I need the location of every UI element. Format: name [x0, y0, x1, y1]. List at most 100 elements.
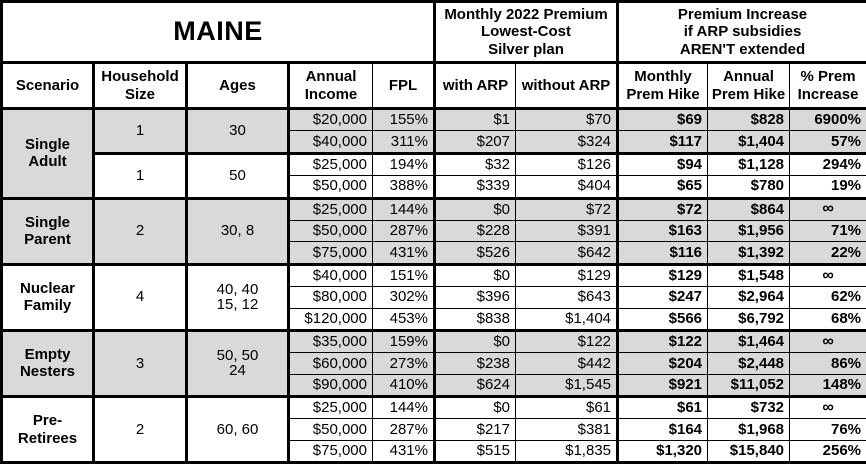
premium-section-header: Monthly 2022 Premium Lowest-Cost Silver …: [435, 2, 618, 63]
annual-hike-cell: $1,128: [708, 153, 790, 175]
without-arp-cell: $1,404: [516, 308, 618, 330]
col-header-household-size: Household Size: [94, 63, 187, 109]
with-arp-cell: $396: [435, 287, 516, 308]
annual-hike-cell: $1,392: [708, 242, 790, 264]
col-header-annual-income: Annual Income: [289, 63, 373, 109]
pct-increase-cell: 57%: [790, 131, 866, 153]
without-arp-cell: $324: [516, 131, 618, 153]
without-arp-cell: $442: [516, 353, 618, 374]
without-arp-cell: $381: [516, 419, 618, 440]
pct-increase-cell: ∞: [790, 198, 866, 220]
scenario-cell: Pre- Retirees: [2, 397, 94, 463]
fpl-cell: 311%: [373, 131, 435, 153]
household-size-cell: 1: [94, 109, 187, 154]
monthly-hike-cell: $122: [618, 330, 708, 352]
income-cell: $35,000: [289, 330, 373, 352]
monthly-hike-cell: $61: [618, 397, 708, 419]
monthly-hike-cell: $247: [618, 287, 708, 308]
fpl-cell: 273%: [373, 353, 435, 374]
pct-increase-cell: ∞: [790, 397, 866, 419]
monthly-hike-cell: $204: [618, 353, 708, 374]
fpl-cell: 287%: [373, 220, 435, 241]
monthly-hike-cell: $117: [618, 131, 708, 153]
scenario-cell: Single Adult: [2, 109, 94, 199]
household-size-cell: 4: [94, 264, 187, 330]
annual-hike-cell: $828: [708, 109, 790, 131]
pct-increase-cell: 256%: [790, 440, 866, 462]
without-arp-cell: $126: [516, 153, 618, 175]
col-header-monthly-prem-hike: Monthly Prem Hike: [618, 63, 708, 109]
monthly-hike-cell: $164: [618, 419, 708, 440]
col-header-fpl: FPL: [373, 63, 435, 109]
monthly-hike-cell: $72: [618, 198, 708, 220]
col-header-pct-prem-increase: % Prem Increase: [790, 63, 866, 109]
household-size-cell: 1: [94, 153, 187, 198]
income-cell: $50,000: [289, 220, 373, 241]
fpl-cell: 159%: [373, 330, 435, 352]
pct-increase-cell: 148%: [790, 374, 866, 396]
ages-cell: 40, 40 15, 12: [187, 264, 289, 330]
fpl-cell: 194%: [373, 153, 435, 175]
fpl-cell: 431%: [373, 242, 435, 264]
annual-hike-cell: $780: [708, 176, 790, 198]
without-arp-cell: $129: [516, 264, 618, 286]
with-arp-cell: $838: [435, 308, 516, 330]
fpl-cell: 388%: [373, 176, 435, 198]
pct-increase-cell: 22%: [790, 242, 866, 264]
fpl-cell: 431%: [373, 440, 435, 462]
ages-cell: 50: [187, 153, 289, 198]
pct-increase-cell: 62%: [790, 287, 866, 308]
scenario-cell: Single Parent: [2, 198, 94, 264]
fpl-cell: 144%: [373, 198, 435, 220]
without-arp-cell: $1,545: [516, 374, 618, 396]
with-arp-cell: $0: [435, 397, 516, 419]
income-cell: $120,000: [289, 308, 373, 330]
pct-increase-cell: ∞: [790, 330, 866, 352]
ages-cell: 30, 8: [187, 198, 289, 264]
income-cell: $75,000: [289, 242, 373, 264]
pct-increase-cell: 68%: [790, 308, 866, 330]
with-arp-cell: $217: [435, 419, 516, 440]
annual-hike-cell: $2,964: [708, 287, 790, 308]
increase-section-header: Premium Increase if ARP subsidies AREN'T…: [618, 2, 866, 63]
fpl-cell: 144%: [373, 397, 435, 419]
pct-increase-cell: 71%: [790, 220, 866, 241]
col-header-with-arp: with ARP: [435, 63, 516, 109]
annual-hike-cell: $1,968: [708, 419, 790, 440]
without-arp-cell: $70: [516, 109, 618, 131]
annual-hike-cell: $732: [708, 397, 790, 419]
income-cell: $50,000: [289, 176, 373, 198]
household-size-cell: 2: [94, 198, 187, 264]
scenario-cell: Empty Nesters: [2, 330, 94, 396]
income-cell: $25,000: [289, 198, 373, 220]
with-arp-cell: $339: [435, 176, 516, 198]
income-cell: $50,000: [289, 419, 373, 440]
income-cell: $40,000: [289, 264, 373, 286]
without-arp-cell: $404: [516, 176, 618, 198]
fpl-cell: 302%: [373, 287, 435, 308]
ages-cell: 60, 60: [187, 397, 289, 463]
pct-increase-cell: 76%: [790, 419, 866, 440]
without-arp-cell: $1,835: [516, 440, 618, 462]
without-arp-cell: $391: [516, 220, 618, 241]
income-cell: $25,000: [289, 153, 373, 175]
annual-hike-cell: $1,956: [708, 220, 790, 241]
fpl-cell: 287%: [373, 419, 435, 440]
with-arp-cell: $1: [435, 109, 516, 131]
with-arp-cell: $238: [435, 353, 516, 374]
income-cell: $90,000: [289, 374, 373, 396]
ages-cell: 50, 50 24: [187, 330, 289, 396]
with-arp-cell: $515: [435, 440, 516, 462]
income-cell: $25,000: [289, 397, 373, 419]
col-header-annual-prem-hike: Annual Prem Hike: [708, 63, 790, 109]
income-cell: $80,000: [289, 287, 373, 308]
income-cell: $40,000: [289, 131, 373, 153]
household-size-cell: 3: [94, 330, 187, 396]
pct-increase-cell: 294%: [790, 153, 866, 175]
annual-hike-cell: $6,792: [708, 308, 790, 330]
with-arp-cell: $526: [435, 242, 516, 264]
pct-increase-cell: 6900%: [790, 109, 866, 131]
with-arp-cell: $32: [435, 153, 516, 175]
without-arp-cell: $642: [516, 242, 618, 264]
